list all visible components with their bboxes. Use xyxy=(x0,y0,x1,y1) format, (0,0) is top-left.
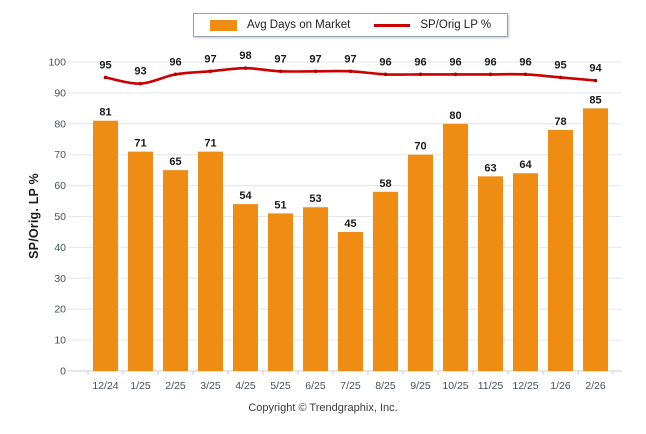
line-value-label-6/25: 97 xyxy=(309,53,321,65)
bar-value-label-1/26: 78 xyxy=(554,116,566,128)
line-marker-5/25 xyxy=(278,69,283,74)
line-marker-10/25 xyxy=(453,72,458,77)
line-marker-12/25 xyxy=(523,72,528,77)
line-marker-7/25 xyxy=(348,69,353,74)
line-legend-label: SP/Orig LP % xyxy=(420,19,492,31)
line-value-label-3/25: 97 xyxy=(204,53,216,65)
line-legend-swatch xyxy=(374,23,411,27)
x-tick-label-5/25: 5/25 xyxy=(270,380,291,392)
bar-value-label-2/25: 65 xyxy=(169,156,181,168)
bar-6/25 xyxy=(303,207,328,371)
y-tick-label-100: 100 xyxy=(48,57,66,69)
bar-value-label-9/25: 70 xyxy=(414,141,426,153)
x-tick-label-4/25: 4/25 xyxy=(235,380,256,392)
x-tick-label-2/25: 2/25 xyxy=(165,380,186,392)
line-value-label-5/25: 97 xyxy=(274,53,286,65)
x-tick-label-12/24: 12/24 xyxy=(92,380,118,392)
line-marker-9/25 xyxy=(418,72,423,77)
bar-1/26 xyxy=(548,129,573,371)
x-tick-label-6/25: 6/25 xyxy=(305,380,326,392)
x-tick-label-11/25: 11/25 xyxy=(478,380,504,392)
y-tick-label-0: 0 xyxy=(60,366,66,378)
bar-7/25 xyxy=(338,231,363,371)
bar-legend-label: Avg Days on Market xyxy=(247,19,351,31)
y-tick-label-80: 80 xyxy=(54,118,66,130)
x-tick-label-3/25: 3/25 xyxy=(200,380,221,392)
y-tick-label-90: 90 xyxy=(54,87,66,99)
bar-value-label-10/25: 80 xyxy=(449,110,461,122)
y-tick-label-50: 50 xyxy=(54,211,66,223)
line-marker-1/25 xyxy=(138,81,143,86)
y-tick-label-30: 30 xyxy=(54,273,66,285)
bar-2/26 xyxy=(583,108,608,371)
line-value-label-11/25: 96 xyxy=(484,56,496,68)
bar-4/25 xyxy=(233,204,258,371)
x-tick-label-10/25: 10/25 xyxy=(442,380,468,392)
line-marker-12/24 xyxy=(103,75,108,80)
line-marker-1/26 xyxy=(558,75,563,80)
y-tick-label-70: 70 xyxy=(54,149,66,161)
x-tick-label-7/25: 7/25 xyxy=(340,380,361,392)
bar-value-label-12/25: 64 xyxy=(519,159,532,171)
bar-9/25 xyxy=(408,154,433,371)
x-tick-label-9/25: 9/25 xyxy=(410,380,431,392)
bar-value-label-12/24: 81 xyxy=(99,107,111,119)
bar-11/25 xyxy=(478,176,503,371)
line-value-label-9/25: 96 xyxy=(414,56,426,68)
y-tick-label-10: 10 xyxy=(54,335,66,347)
chart-legend: Avg Days on Market SP/Orig LP % xyxy=(193,13,509,37)
bar-value-label-11/25: 63 xyxy=(484,162,496,174)
bar-legend-swatch xyxy=(210,19,237,31)
line-marker-11/25 xyxy=(488,72,493,77)
line-marker-2/25 xyxy=(173,72,178,77)
y-axis-title: SP/Orig. LP % xyxy=(27,173,41,259)
bar-8/25 xyxy=(373,191,398,371)
bar-value-label-5/25: 51 xyxy=(274,199,286,211)
line-value-label-2/25: 96 xyxy=(169,56,181,68)
x-tick-label-1/25: 1/25 xyxy=(130,380,151,392)
line-marker-2/26 xyxy=(593,78,598,83)
bar-value-label-2/26: 85 xyxy=(589,94,601,106)
x-tick-label-1/26: 1/26 xyxy=(550,380,571,392)
line-value-label-1/25: 93 xyxy=(134,66,146,78)
line-value-label-7/25: 97 xyxy=(344,53,356,65)
y-tick-label-60: 60 xyxy=(54,180,66,192)
bar-5/25 xyxy=(268,213,293,371)
x-tick-label-12/25: 12/25 xyxy=(512,380,538,392)
line-value-label-2/26: 94 xyxy=(589,63,602,75)
y-tick-label-20: 20 xyxy=(54,304,66,316)
bar-12/25 xyxy=(513,173,538,371)
bar-value-label-3/25: 71 xyxy=(204,138,216,150)
bar-3/25 xyxy=(198,151,223,371)
line-value-label-1/26: 95 xyxy=(554,59,566,71)
bar-value-label-7/25: 45 xyxy=(344,218,356,230)
copyright-text: Copyright © Trendgraphix, Inc. xyxy=(248,402,398,414)
line-marker-6/25 xyxy=(313,69,318,74)
bar-1/25 xyxy=(128,151,153,371)
line-value-label-12/25: 96 xyxy=(519,56,531,68)
bar-value-label-4/25: 54 xyxy=(239,190,252,202)
line-value-label-8/25: 96 xyxy=(379,56,391,68)
bar-value-label-8/25: 58 xyxy=(379,178,391,190)
line-value-label-10/25: 96 xyxy=(449,56,461,68)
bar-10/25 xyxy=(443,123,468,371)
x-tick-label-2/26: 2/26 xyxy=(585,380,606,392)
bar-value-label-6/25: 53 xyxy=(309,193,321,205)
line-value-label-4/25: 98 xyxy=(239,50,251,62)
x-tick-label-8/25: 8/25 xyxy=(375,380,396,392)
line-marker-4/25 xyxy=(243,66,248,70)
bar-2/25 xyxy=(163,170,188,371)
line-value-label-12/24: 95 xyxy=(99,59,111,71)
bar-12/24 xyxy=(93,120,118,372)
y-tick-label-40: 40 xyxy=(54,242,66,254)
line-marker-8/25 xyxy=(383,72,388,77)
bar-value-label-1/25: 71 xyxy=(134,138,146,150)
line-marker-3/25 xyxy=(208,69,213,74)
